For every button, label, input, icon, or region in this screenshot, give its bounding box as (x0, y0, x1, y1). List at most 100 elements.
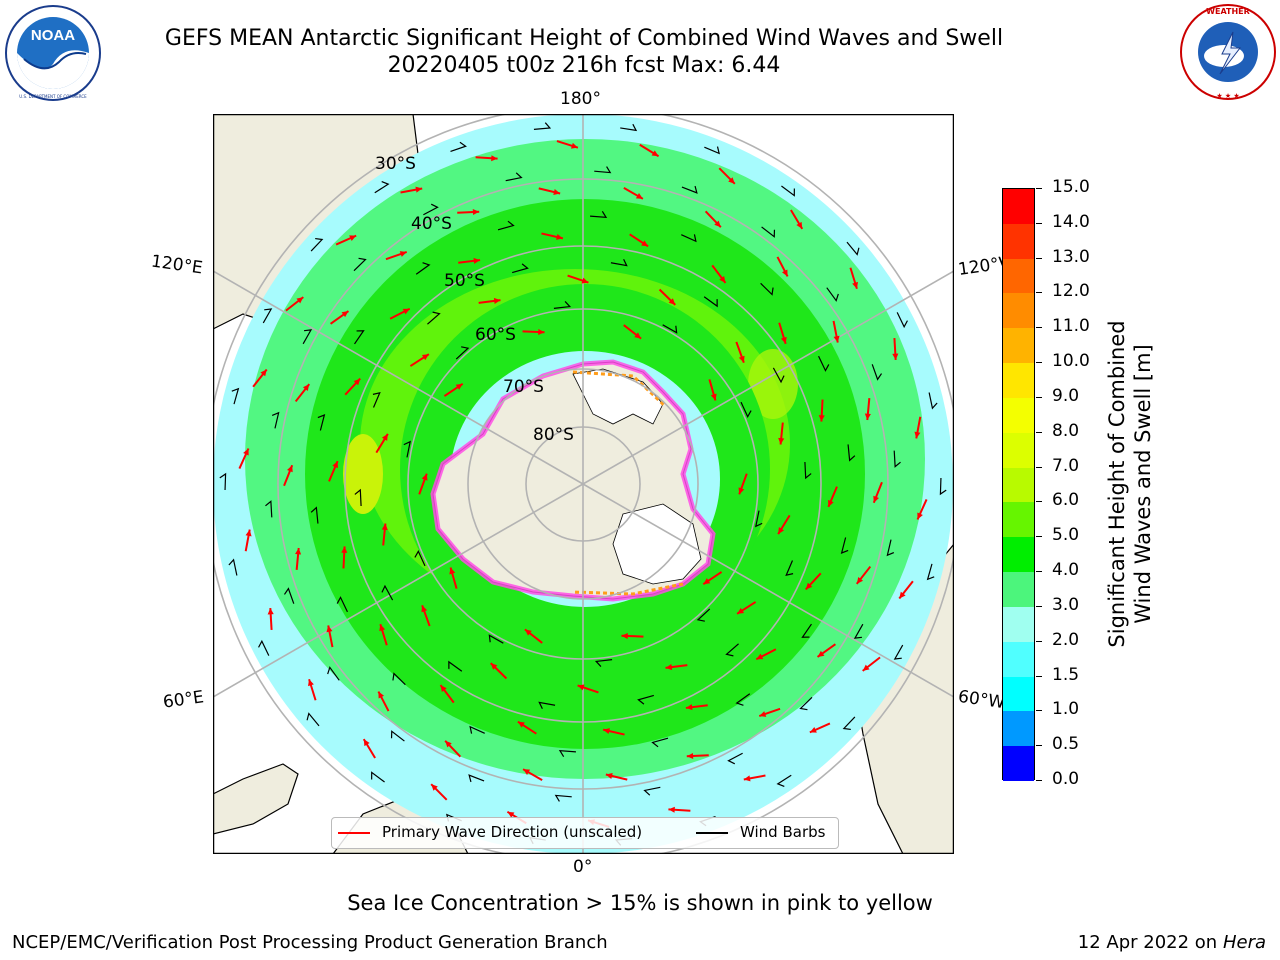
wave-direction-arrowhead (381, 433, 388, 441)
colorbar-tick-label: 4.0 (1052, 560, 1080, 581)
colorbar-tick-label: 11.0 (1052, 316, 1090, 337)
wind-barb (772, 367, 785, 384)
wind-barb (310, 237, 324, 252)
colorbar-tick-label: 13.0 (1052, 246, 1090, 267)
wave-direction-arrowhead (856, 577, 864, 584)
wave-direction-arrowhead (728, 177, 735, 184)
wave-direction-arrowhead (719, 276, 726, 283)
wave-direction-arrowhead (524, 629, 532, 636)
wave-direction-arrowhead (817, 650, 825, 657)
wind-barb (488, 634, 504, 644)
wave-direction-arrowhead (852, 281, 858, 289)
colorbar-tick-label: 2.0 (1052, 629, 1080, 650)
wind-barb (372, 391, 381, 408)
wave-direction-arrowhead (517, 721, 525, 728)
wave-direction-arrowhead (665, 664, 673, 671)
colorbar-tick-label: 7.0 (1052, 455, 1080, 476)
wave-direction-arrowhead (421, 473, 428, 481)
wind-barb (353, 257, 367, 272)
colorbar-segment (1003, 432, 1034, 469)
colorbar-tick-label: 1.0 (1052, 699, 1080, 720)
wind-barb (610, 258, 628, 267)
colorbar-label-line2: Wind Waves and Swell [m] (1131, 344, 1155, 624)
colorbar-segment (1003, 467, 1034, 503)
colorbar-tick (1036, 292, 1042, 294)
wave-direction-arrowhead (668, 806, 675, 813)
wave-direction-arrowhead (917, 512, 923, 520)
wave-direction-arrowhead (743, 775, 751, 782)
colorbar-tick-label: 12.0 (1052, 281, 1090, 302)
wave-direction-swatch (338, 832, 370, 834)
colorbar-tick (1036, 327, 1042, 329)
colorbar-segment (1003, 293, 1034, 329)
wind-barb (704, 146, 720, 155)
wave-direction-arrowhead (341, 546, 348, 553)
wind-barb (414, 550, 426, 567)
wave-direction-arrowhead (243, 448, 249, 456)
wind-barb (317, 414, 326, 431)
wind-barb (651, 737, 669, 748)
wave-direction-arrowhead (353, 378, 361, 386)
wave-direction-arrowhead (603, 728, 610, 735)
wave-direction-arrowhead (781, 269, 788, 277)
wind-barb (553, 301, 572, 309)
colorbar-segment (1003, 223, 1034, 260)
wave-direction-arrowhead (449, 567, 456, 575)
wind-barb (785, 560, 794, 577)
graticule (213, 114, 954, 854)
wind-barb (760, 282, 774, 296)
land-africa (213, 763, 299, 835)
colorbar-tick (1036, 222, 1042, 224)
colorbar-tick-label: 0.0 (1052, 769, 1080, 789)
wind-barb (310, 506, 319, 524)
wave-direction-arrowhead (381, 523, 388, 531)
lon-label-120e: 120°E (149, 251, 204, 279)
wave-direction-arrowhead (581, 277, 589, 284)
wind-barb (643, 786, 661, 796)
wind-barb-swatch (696, 832, 728, 834)
wind-barb (886, 539, 895, 557)
wave-direction-arrowhead (523, 769, 531, 775)
wave-direction-arrowhead (862, 664, 870, 671)
wave-direction-arrowhead (686, 752, 694, 760)
wave-direction-arrowhead (703, 578, 711, 585)
wave-direction-arrowhead (833, 335, 840, 343)
wave-direction-arrowhead (267, 608, 274, 615)
map-legend: Primary Wave Direction (unscaled) Wind B… (331, 817, 839, 849)
wind-barb (801, 623, 812, 638)
colorbar-label: Significant Height of Combined Wind Wave… (1105, 188, 1156, 780)
wave-direction-arrowhead (399, 251, 407, 257)
wave-direction-arrowhead (828, 499, 834, 507)
lat-label-70s: 70°S (503, 377, 544, 397)
wind-barb (423, 203, 439, 216)
wind-barb (354, 330, 365, 345)
wind-barb (219, 472, 227, 490)
colorbar-segment (1003, 189, 1034, 225)
wind-barb (302, 329, 313, 345)
colorbar-tick-label: 3.0 (1052, 594, 1080, 615)
footer-host: Hera (1222, 932, 1266, 953)
wind-barb (497, 220, 515, 231)
wave-direction-arrowhead (737, 607, 745, 614)
lat-label-40s: 40°S (411, 214, 452, 234)
wave-direction-arrowhead (899, 591, 906, 599)
wind-barb (840, 537, 849, 554)
wind-barb (842, 716, 856, 731)
wave-direction-arrowhead (507, 811, 515, 818)
wind-barb (818, 355, 830, 372)
wave-direction-arrowhead (378, 691, 385, 699)
wind-barb (306, 712, 320, 727)
colorbar-segment (1003, 711, 1034, 747)
lon-label-60w: 60°W (956, 686, 1007, 714)
wave-direction-arrowhead (778, 527, 785, 535)
wind-barb (554, 794, 572, 802)
colorbar-label-line1: Significant Height of Combined (1106, 320, 1129, 647)
svg-text:WEATHER: WEATHER (1206, 7, 1250, 16)
wave-direction-arrowhead (415, 186, 423, 193)
colorbar-tick-label: 5.0 (1052, 525, 1080, 546)
colorbar-tick (1036, 188, 1042, 189)
wave-direction-arrowhead (635, 193, 643, 199)
wind-barb (265, 500, 273, 518)
wave-direction-arrowhead (326, 625, 333, 633)
wave-direction-arrowhead (296, 297, 304, 304)
